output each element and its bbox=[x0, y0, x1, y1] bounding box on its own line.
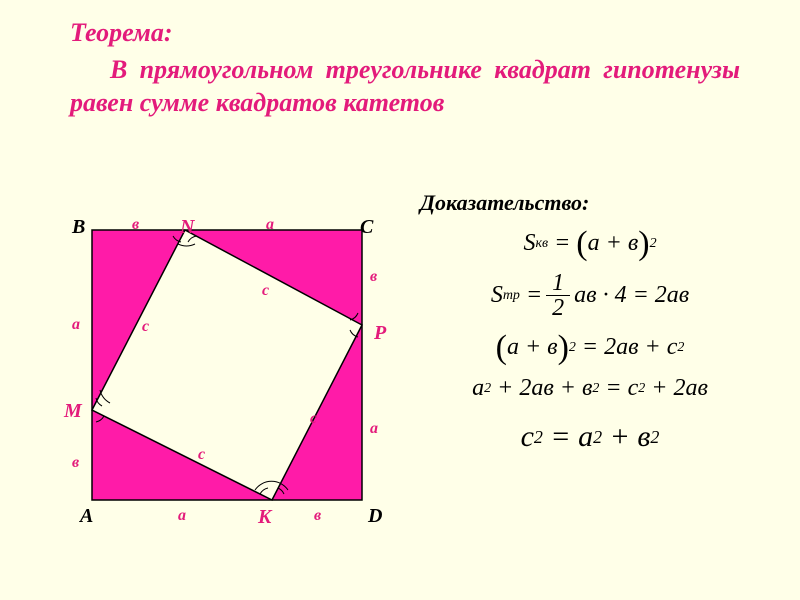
diagram-label: C bbox=[360, 216, 373, 239]
fraction: 1 2 bbox=[546, 271, 570, 320]
sym-plus: + bbox=[606, 230, 622, 257]
diagram-label: с bbox=[198, 446, 205, 464]
sup-2: 2 bbox=[593, 427, 602, 448]
sup-2: 2 bbox=[484, 381, 491, 397]
theorem-body: В прямоугольном треугольнике квадрат гип… bbox=[70, 54, 740, 119]
formula-4: а2 + 2ав + в2 = с2 + 2ав bbox=[420, 375, 760, 402]
sym-2ab: 2ав bbox=[655, 282, 689, 309]
sym-a: а bbox=[588, 230, 600, 257]
sym-ab: ав bbox=[574, 282, 596, 309]
sym-eq: = bbox=[554, 230, 570, 257]
sup-2: 2 bbox=[534, 427, 543, 448]
formula-3: (а + в)2 = 2ав + с2 bbox=[420, 334, 760, 361]
sym-b: в bbox=[582, 375, 592, 402]
diagram-label: в bbox=[132, 216, 139, 234]
sub-tr: тр bbox=[503, 288, 520, 304]
sym-b: в bbox=[637, 420, 650, 454]
proof-formulas: Sкв = (а + в)2 Sтр = 1 2 ав · 4 = 2ав (а… bbox=[420, 230, 760, 468]
diagram-label: а bbox=[178, 507, 186, 525]
sup-2: 2 bbox=[638, 381, 645, 397]
sym-c: с bbox=[628, 375, 639, 402]
sym-2ab: 2ав bbox=[519, 375, 553, 402]
sym-eq: = bbox=[605, 375, 621, 402]
pythagoras-diagram: BNCPDKAMвавававасссс bbox=[60, 210, 380, 550]
sym-plus: + bbox=[610, 420, 630, 454]
diagram-label: A bbox=[80, 505, 93, 528]
sym-dot: · bbox=[603, 282, 609, 309]
formula-1: Sкв = (а + в)2 bbox=[420, 230, 760, 257]
theorem-text: В прямоугольном треугольнике квадрат гип… bbox=[70, 55, 740, 117]
diagram-label: с bbox=[310, 410, 317, 428]
sym-4: 4 bbox=[615, 282, 627, 309]
sup-2: 2 bbox=[569, 340, 576, 356]
sup-2: 2 bbox=[677, 340, 684, 356]
sym-plus: + bbox=[651, 375, 667, 402]
sym-2ab: 2ав bbox=[604, 334, 638, 361]
diagram-label: K bbox=[258, 506, 271, 529]
diagram-svg bbox=[60, 210, 400, 540]
formula-2: Sтр = 1 2 ав · 4 = 2ав bbox=[420, 271, 760, 320]
sym-S: S bbox=[491, 282, 503, 309]
sym-b: в bbox=[547, 334, 557, 361]
frac-num: 1 bbox=[546, 271, 570, 296]
diagram-label: с bbox=[142, 318, 149, 336]
diagram-label: P bbox=[374, 322, 386, 345]
diagram-label: а bbox=[72, 316, 80, 334]
sym-plus: + bbox=[645, 334, 661, 361]
sym-c: с bbox=[667, 334, 678, 361]
diagram-label: M bbox=[64, 400, 82, 423]
diagram-label: в bbox=[314, 507, 321, 525]
sup-2: 2 bbox=[650, 236, 657, 252]
diagram-label: а bbox=[370, 420, 378, 438]
formula-5: с2 = а2 + в2 bbox=[420, 420, 760, 454]
sym-plus: + bbox=[497, 375, 513, 402]
sup-2: 2 bbox=[592, 381, 599, 397]
diagram-label: в bbox=[72, 454, 79, 472]
sym-eq: = bbox=[526, 282, 542, 309]
sym-2ab: 2ав bbox=[673, 375, 707, 402]
diagram-label: N bbox=[180, 216, 194, 239]
theorem-title: Теорема: bbox=[70, 18, 173, 48]
sym-a: а bbox=[507, 334, 519, 361]
diagram-label: B bbox=[72, 216, 85, 239]
diagram-label: в bbox=[370, 268, 377, 286]
sym-eq: = bbox=[633, 282, 649, 309]
sym-eq: = bbox=[582, 334, 598, 361]
sup-2: 2 bbox=[650, 427, 659, 448]
diagram-label: D bbox=[368, 505, 382, 528]
diagram-label: а bbox=[266, 216, 274, 234]
sym-b: в bbox=[628, 230, 638, 257]
sym-eq: = bbox=[550, 420, 570, 454]
sym-S: S bbox=[523, 230, 535, 257]
sym-a: а bbox=[472, 375, 484, 402]
diagram-label: с bbox=[262, 282, 269, 300]
sub-kv: кв bbox=[535, 236, 548, 252]
sym-c: с bbox=[521, 420, 534, 454]
sym-plus: + bbox=[525, 334, 541, 361]
frac-den: 2 bbox=[546, 296, 570, 320]
sym-a: а bbox=[578, 420, 593, 454]
proof-title: Доказательство: bbox=[420, 190, 589, 216]
sym-plus: + bbox=[560, 375, 576, 402]
